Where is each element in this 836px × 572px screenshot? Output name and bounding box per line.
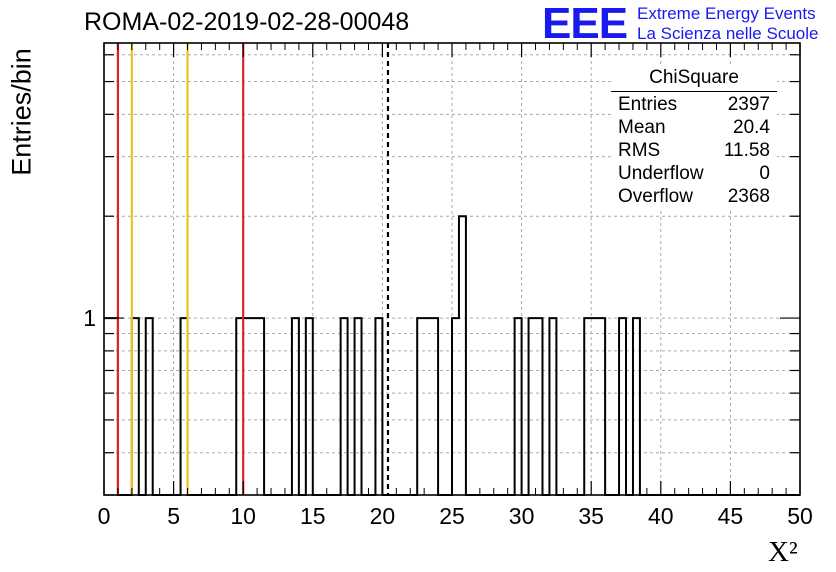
- reference-lines: [116, 43, 390, 495]
- stats-row-rms: RMS 11.58: [618, 139, 770, 162]
- stats-key: Overflow: [618, 186, 693, 207]
- stats-row-entries: Entries 2397: [618, 93, 770, 116]
- histogram-bin: [146, 318, 153, 495]
- x-tick-label: 25: [439, 503, 465, 529]
- histogram-bin: [250, 318, 257, 495]
- x-tick-label: 35: [578, 503, 604, 529]
- histogram-bin: [417, 318, 424, 495]
- histogram-bin: [452, 318, 459, 495]
- stats-row-overflow: Overflow 2368: [618, 185, 770, 208]
- eee-logo: EEE: [542, 0, 628, 48]
- histogram-bin: [633, 318, 640, 495]
- stats-row-mean: Mean 20.4: [618, 116, 770, 139]
- stats-divider: [611, 91, 777, 92]
- histogram-bin: [598, 318, 605, 495]
- x-tick-label: 0: [98, 503, 111, 529]
- y-tick-label: 1: [83, 305, 96, 331]
- stats-key: Mean: [618, 117, 666, 138]
- x-tick-label: 40: [648, 503, 674, 529]
- chart-title: ROMA-02-2019-02-28-00048: [84, 8, 410, 36]
- logo-line-2: La Scienza nelle Scuole: [637, 24, 819, 43]
- histogram-bin: [306, 318, 313, 495]
- histogram-bin: [424, 318, 431, 495]
- stats-value: 11.58: [723, 140, 770, 161]
- histogram-bin: [355, 318, 362, 495]
- histogram-bin: [529, 318, 536, 495]
- x-tick-label: 50: [787, 503, 813, 529]
- histogram-bin: [515, 318, 522, 495]
- y-axis-label: Entries/bin: [6, 48, 37, 176]
- tick-labels: 0 5 10 15 20 25 30 35 40 45 50 1: [83, 305, 813, 529]
- stats-box: ChiSquare Entries 2397 Mean 20.4 RMS 11.…: [611, 66, 777, 208]
- logo-line-1: Extreme Energy Events: [637, 4, 816, 23]
- x-tick-label: 15: [300, 503, 326, 529]
- stats-key: RMS: [618, 140, 661, 161]
- x-tick-label: 20: [370, 503, 396, 529]
- histogram-bin: [619, 318, 626, 495]
- stats-row-underflow: Underflow 0: [618, 162, 770, 185]
- histogram-bin: [549, 318, 556, 495]
- histogram-bin: [536, 318, 543, 495]
- histogram-bin: [591, 318, 598, 495]
- histogram-bin: [341, 318, 348, 495]
- stats-value: 2368: [727, 186, 770, 207]
- stats-key: Entries: [618, 94, 678, 115]
- x-axis-label: X²: [768, 536, 798, 568]
- histogram-bin: [375, 318, 382, 495]
- x-tick-label: 5: [167, 503, 180, 529]
- histogram-bin: [292, 318, 299, 495]
- axis-ticks: [103, 43, 801, 496]
- histogram-bin: [431, 318, 438, 495]
- stats-title: ChiSquare: [649, 67, 739, 88]
- stats-key: Underflow: [618, 163, 704, 184]
- x-tick-label: 30: [509, 503, 535, 529]
- stats-value: 20.4: [733, 117, 770, 138]
- histogram-bin: [257, 318, 264, 495]
- histogram-bin: [104, 318, 111, 495]
- x-tick-label: 45: [718, 503, 744, 529]
- stats-value: 0: [759, 163, 770, 184]
- x-tick-label: 10: [230, 503, 256, 529]
- histogram-bin: [584, 318, 591, 495]
- stats-value: 2397: [727, 94, 770, 115]
